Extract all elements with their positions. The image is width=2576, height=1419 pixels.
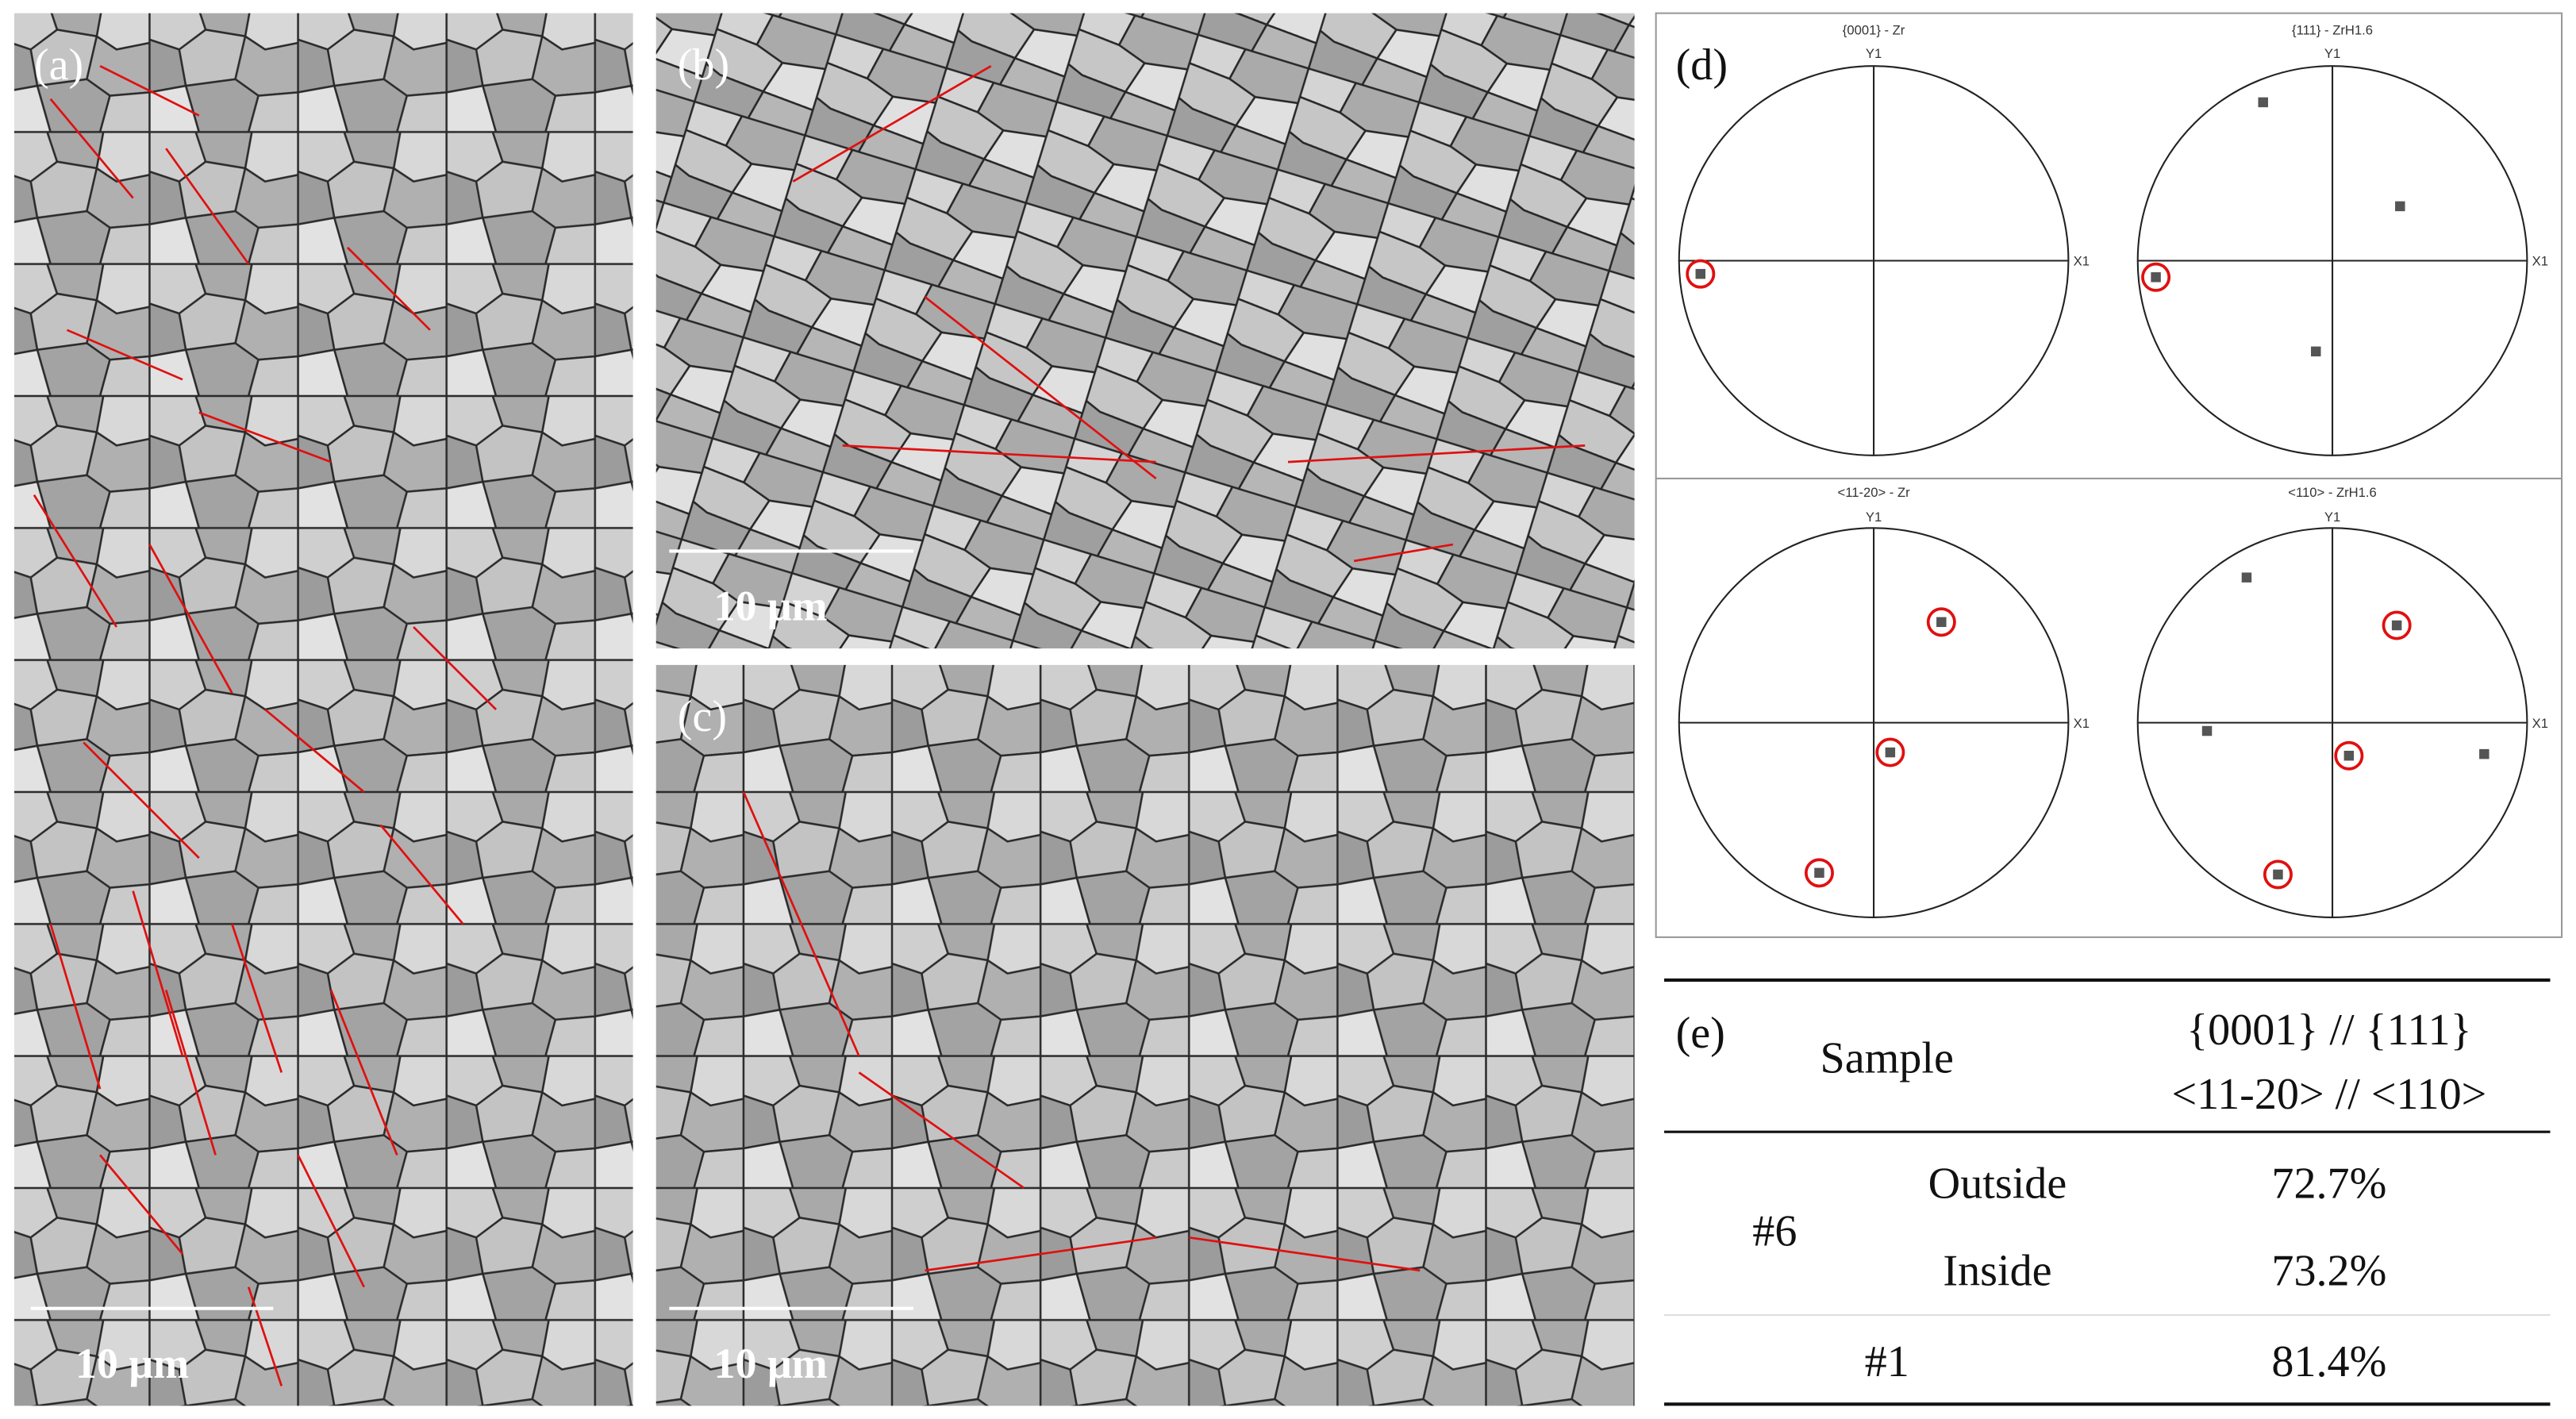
table-header: {0001} // {111}: [2186, 1006, 2471, 1055]
axis-label: Y1: [2324, 510, 2340, 525]
panel-label: (a): [34, 40, 83, 90]
table-header: <11-20> // <110>: [2171, 1070, 2486, 1119]
pole-figure-title: {0001} - Zr: [1843, 23, 1905, 38]
scale-bar-label: 10 μm: [713, 583, 827, 630]
pole-figure-title: <110> - ZrH1.6: [2288, 485, 2377, 500]
micrograph-b: 10 μm (b): [656, 13, 1635, 649]
scale-bar-label: 10 μm: [713, 1340, 827, 1387]
panel-label: (c): [678, 692, 727, 741]
table-cell: Inside: [1943, 1247, 2051, 1296]
axis-label: X1: [2532, 254, 2548, 269]
axis-label: X1: [2074, 254, 2090, 269]
pole-figure-title: {111} - ZrH1.6: [2292, 23, 2373, 38]
panel-label: (d): [1676, 40, 1728, 90]
table-cell: #6: [1752, 1207, 1797, 1256]
axis-label: Y1: [1866, 46, 1882, 61]
axis-label: X1: [2074, 716, 2090, 731]
pole-figure-title: <11-20> - Zr: [1837, 485, 1910, 500]
micrograph-a: 10 μm (a): [13, 13, 633, 1406]
table: (e) Sample {0001} // {111} <11-20> // <1…: [1664, 978, 2551, 1406]
panel-label: (b): [678, 40, 729, 90]
axis-label: Y1: [1866, 510, 1882, 525]
pole-figures: [1655, 12, 2563, 938]
micrograph-c: 10 μm (c): [656, 664, 1635, 1406]
axis-label: Y1: [2324, 46, 2340, 61]
panel-label: (e): [1676, 1009, 1725, 1058]
table-cell: 81.4%: [2271, 1337, 2386, 1386]
table-header: Sample: [1821, 1033, 1954, 1083]
table-cell: 73.2%: [2271, 1247, 2386, 1296]
table-cell: Outside: [1928, 1159, 2067, 1208]
table-cell: #1: [1865, 1337, 1909, 1386]
axis-label: X1: [2532, 716, 2548, 731]
table-cell: 72.7%: [2271, 1159, 2386, 1208]
scale-bar-label: 10 μm: [75, 1340, 189, 1387]
